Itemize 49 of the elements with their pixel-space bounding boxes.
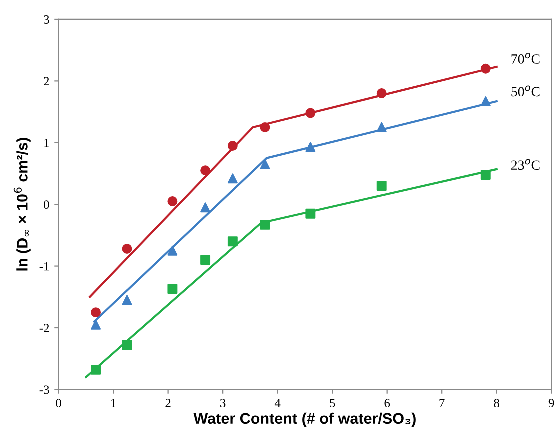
y-tick-label: 2 bbox=[44, 77, 50, 86]
point bbox=[306, 108, 316, 118]
point bbox=[91, 364, 102, 375]
x-tick-label: 7 bbox=[440, 399, 445, 408]
y-tick-label: 0 bbox=[44, 200, 50, 210]
point bbox=[260, 122, 270, 132]
x-tick-label: 3 bbox=[220, 399, 226, 408]
y-tick-label: -3 bbox=[40, 386, 50, 394]
point bbox=[122, 340, 132, 350]
x-tick-label: 2 bbox=[166, 399, 171, 408]
point bbox=[376, 122, 387, 132]
x-tick-label: 6 bbox=[384, 399, 390, 408]
point bbox=[480, 96, 491, 107]
x-tick-label: 1 bbox=[112, 399, 116, 408]
point bbox=[480, 170, 491, 180]
point bbox=[260, 220, 270, 230]
point bbox=[91, 308, 102, 318]
x-axis-title: Water Content (# of water/SO₃) bbox=[194, 412, 416, 428]
point bbox=[228, 141, 238, 151]
y-tick-label: 1 bbox=[44, 138, 50, 148]
point bbox=[168, 246, 178, 256]
x-tick-label: 0 bbox=[56, 399, 62, 408]
point bbox=[122, 244, 132, 254]
x-tick-label: 8 bbox=[494, 399, 500, 408]
y-axis-title: ln (D$_{∞}$ × 10$^{6}$ cm²/s) bbox=[14, 138, 31, 271]
point bbox=[306, 142, 316, 152]
point bbox=[480, 64, 491, 74]
point bbox=[122, 295, 132, 306]
point bbox=[91, 320, 102, 330]
y-tick-label: -1 bbox=[40, 262, 50, 271]
point bbox=[376, 88, 387, 99]
series-label: 70$^{o}$C bbox=[512, 53, 540, 64]
point bbox=[200, 166, 211, 176]
series-label: 23$^{o}$C bbox=[512, 159, 540, 170]
y-tick-label: 3 bbox=[44, 16, 50, 24]
x-tick-label: 5 bbox=[330, 399, 336, 408]
x-tick-label: 4 bbox=[274, 399, 281, 408]
point bbox=[228, 174, 238, 184]
point bbox=[376, 181, 387, 192]
point bbox=[306, 208, 316, 219]
x-tick-label: 9 bbox=[548, 399, 554, 408]
y-tick-label: -2 bbox=[40, 324, 50, 332]
series-label: 50$^{o}$C bbox=[512, 86, 540, 97]
point bbox=[228, 236, 238, 247]
point bbox=[260, 160, 270, 170]
point bbox=[168, 196, 178, 206]
point bbox=[200, 202, 211, 213]
point bbox=[200, 255, 211, 266]
point bbox=[168, 284, 178, 294]
